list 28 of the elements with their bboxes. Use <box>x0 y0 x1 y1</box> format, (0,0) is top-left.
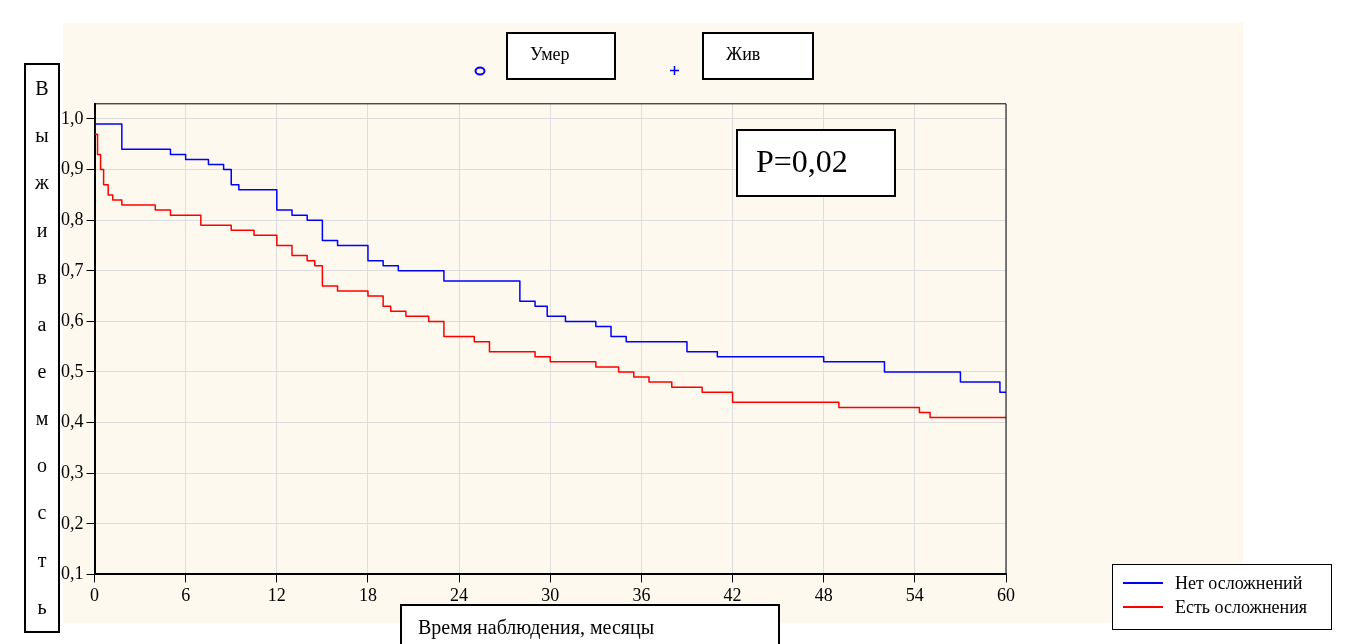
y-tick-label: 0,4 <box>61 411 84 432</box>
x-tick-label: 36 <box>632 584 651 605</box>
y-tick-label: 0,7 <box>61 259 84 280</box>
x-tick-label: 60 <box>997 584 1015 605</box>
x-tick-label: 12 <box>267 584 286 605</box>
x-axis-title: Время наблюдения, месяцы <box>400 604 780 644</box>
x-tick-label: 18 <box>358 584 377 605</box>
y-tick-label: 0,8 <box>61 208 84 229</box>
x-tick-label: 54 <box>905 584 924 605</box>
x-tick-label: 30 <box>541 584 560 605</box>
x-tick-label: 0 <box>90 584 99 605</box>
x-tick-label: 48 <box>814 584 833 605</box>
y-tick-label: 0,3 <box>61 461 84 482</box>
text: Выживаемость <box>35 77 49 618</box>
text: Умер <box>506 32 616 80</box>
y-tick-label: 1,0 <box>61 107 84 128</box>
legend-label: Есть осложнения <box>1175 596 1308 618</box>
y-tick-label: 0,5 <box>61 360 84 381</box>
text: Жив <box>702 32 814 80</box>
y-tick-label: 0,1 <box>61 563 84 584</box>
x-tick-label: 6 <box>181 584 191 605</box>
x-tick-label: 42 <box>723 584 742 605</box>
y-tick-label: 0,6 <box>61 310 84 331</box>
annotation: P=0,02 <box>736 128 896 197</box>
x-tick-label: 24 <box>450 584 469 605</box>
y-tick-label: 0,9 <box>61 158 84 179</box>
y-tick-label: 0,2 <box>61 512 84 533</box>
legend-label: Нет осложнений <box>1175 572 1303 594</box>
